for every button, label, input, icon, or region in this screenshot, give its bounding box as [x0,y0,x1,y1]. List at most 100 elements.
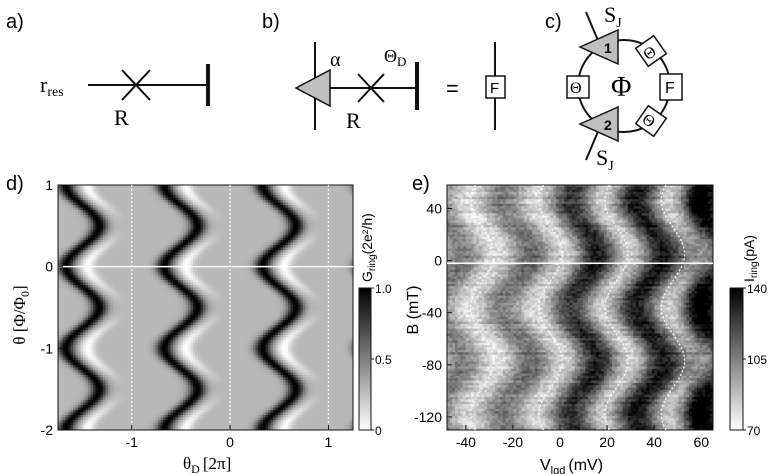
heatmap-cell [340,260,344,264]
heatmap-cell [290,282,294,286]
heatmap-cell [225,247,229,251]
heatmap-cell [108,195,112,199]
heatmap-cell [253,250,257,254]
heatmap-cell [155,215,159,219]
heatmap-cell [193,282,197,286]
heatmap-cell [243,212,247,216]
heatmap-cell [335,225,339,229]
heatmap-cell [145,242,149,246]
heatmap-cell [278,267,282,271]
heatmap-cell [68,282,72,286]
heatmap-cell [238,260,242,264]
heatmap-cell [223,280,227,284]
heatmap-cell [325,287,329,291]
heatmap-cell [293,200,297,204]
heatmap-cell [180,200,184,204]
heatmap-cell [343,220,347,224]
heatmap-cell [215,190,219,194]
heatmap-cell [95,230,99,234]
heatmap-cell [223,240,227,244]
heatmap-cell [335,200,339,204]
heatmap-cell [108,245,112,249]
heatmap-cell [300,252,304,256]
heatmap-cell [130,250,134,254]
heatmap-cell [68,252,72,256]
heatmap-cell [75,277,79,281]
heatmap-cell [340,285,344,289]
heatmap-cell [185,257,189,261]
heatmap-cell [173,275,177,279]
heatmap-cell [295,267,299,271]
heatmap-cell [200,272,204,276]
heatmap-cell [290,197,294,201]
heatmap-cell [153,190,157,194]
heatmap-cell [310,200,314,204]
heatmap-cell [348,287,352,291]
heatmap-cell [135,235,139,239]
heatmap-cell [295,207,299,211]
heatmap-cell [140,217,144,221]
heatmap-cell [320,200,324,204]
heatmap-cell [285,207,289,211]
heatmap-cell [123,247,127,251]
heatmap-cell [178,252,182,256]
heatmap-cell [115,200,119,204]
heatmap-cell [200,217,204,221]
heatmap-cell [300,190,304,194]
heatmap-cell [208,230,212,234]
heatmap-cell [173,240,177,244]
heatmap-cell [105,287,109,291]
heatmap-cell [315,285,319,289]
heatmap-cell [200,222,204,226]
heatmap-cell [80,190,84,194]
heatmap-cell [208,267,212,271]
heatmap-cell [220,267,224,271]
heatmap-cell [250,267,254,271]
heatmap-cell [205,212,209,216]
heatmap-cell [230,255,234,259]
heatmap-cell [263,260,267,264]
heatmap-cell [73,232,77,236]
heatmap-cell [350,237,353,241]
heatmap-cell [320,245,324,249]
heatmap-cell [258,272,262,276]
heatmap-cell [90,232,94,236]
heatmap-cell [105,272,109,276]
heatmap-cell [183,187,187,191]
heatmap-cell [195,210,199,214]
heatmap-cell [330,277,334,281]
heatmap-cell [80,247,84,251]
heatmap-cell [273,207,277,211]
heatmap-cell [60,232,64,236]
heatmap-cell [265,192,269,196]
heatmap-cell [345,207,349,211]
heatmap-cell [63,197,67,201]
heatmap-cell [285,287,289,291]
heatmap-cell [128,200,132,204]
heatmap-cell [115,210,119,214]
heatmap-cell [255,287,259,291]
heatmap-cell [83,235,87,239]
heatmap-cell [240,205,244,209]
heatmap-cell [180,285,184,289]
heatmap-cell [340,245,344,249]
heatmap-cell [270,237,274,241]
heatmap-cell [290,237,294,241]
heatmap-cell [205,275,209,279]
heatmap-cell [73,225,77,229]
heatmap-cell [318,285,322,289]
heatmap-cell [310,225,314,229]
heatmap-cell [345,277,349,281]
heatmap-cell [320,210,324,214]
heatmap-cell [168,237,172,241]
heatmap-cell [323,280,327,284]
heatmap-cell [105,217,109,221]
heatmap-cell [320,235,324,239]
heatmap-cell [208,187,212,191]
heatmap-cell [268,270,272,274]
heatmap-cell [250,220,254,224]
heatmap-cell [93,242,97,246]
heatmap-cell [315,262,319,266]
heatmap-cell [188,202,192,206]
heatmap-cell [178,247,182,251]
